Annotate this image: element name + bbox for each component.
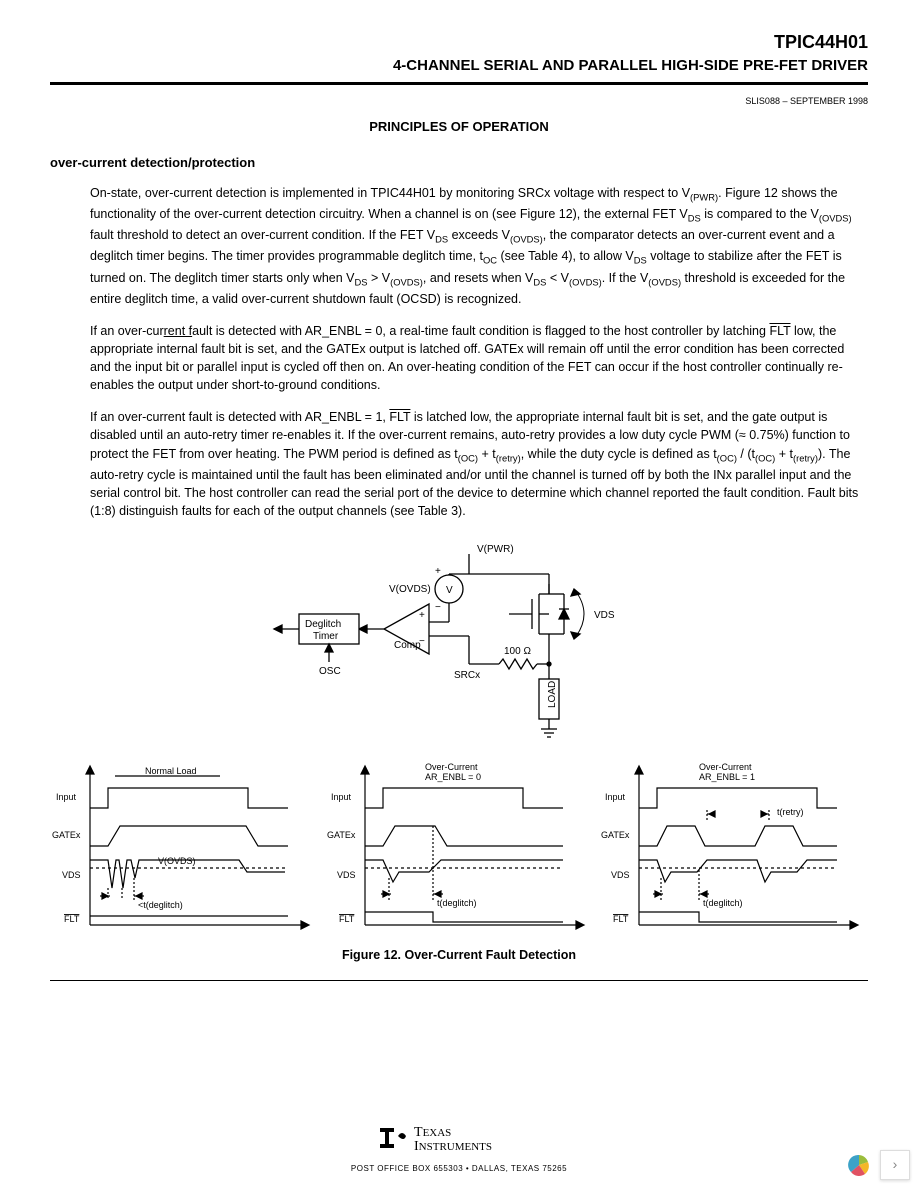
pager-logo-icon	[844, 1150, 874, 1180]
footer-address: POST OFFICE BOX 655303 • DALLAS, TEXAS 7…	[0, 1163, 918, 1174]
svg-text:+: +	[435, 566, 441, 577]
subsection-title: over-current detection/protection	[50, 154, 868, 172]
label-deglitch-2: Timer	[313, 631, 339, 642]
svg-text:−: −	[419, 636, 425, 647]
page-header: TPIC44H01 4-CHANNEL SERIAL AND PARALLEL …	[50, 30, 868, 76]
svg-text:TEXAS: TEXAS	[414, 1125, 451, 1140]
panel-title-2b: AR_ENBL = 0	[425, 772, 481, 782]
svg-text:Input: Input	[331, 792, 352, 802]
svg-text:VDS: VDS	[611, 870, 630, 880]
label-tdeg-short: <t(deglitch)	[138, 900, 183, 910]
timing-panel-normal: Normal Load Input GATEx VDS V(OVDS)	[50, 760, 319, 935]
label-gatex: GATEx	[52, 830, 81, 840]
label-vpwr: V(PWR)	[477, 544, 514, 555]
panel-title-3b: AR_ENBL = 1	[699, 772, 755, 782]
label-vds: VDS	[62, 870, 81, 880]
paragraph-2: If an over-current fault is detected wit…	[50, 322, 868, 395]
label-v: V	[446, 585, 453, 596]
timing-panel-ar1: Over-Current AR_ENBL = 1 Input GATEx t(r…	[599, 760, 868, 935]
panel-title-3a: Over-Current	[699, 762, 752, 772]
panel-title-2a: Over-Current	[425, 762, 478, 772]
svg-text:VDS: VDS	[337, 870, 356, 880]
chevron-right-icon: ›	[893, 1155, 898, 1175]
label-flt: FLT	[64, 914, 80, 924]
svg-text:−: −	[435, 602, 441, 613]
panel-title-1: Normal Load	[145, 766, 197, 776]
timing-panel-ar0: Over-Current AR_ENBL = 0 Input GATEx VDS…	[325, 760, 594, 935]
figure-caption: Figure 12. Over-Current Fault Detection	[50, 947, 868, 965]
svg-text:GATEx: GATEx	[327, 830, 356, 840]
svg-text:FLT: FLT	[339, 914, 355, 924]
label-vovds: V(OVDS)	[389, 584, 431, 595]
pager: ›	[844, 1150, 910, 1180]
page-footer: TEXAS INSTRUMENTS POST OFFICE BOX 655303…	[0, 1120, 918, 1174]
label-tdeg-2: t(deglitch)	[437, 898, 477, 908]
section-title: PRINCIPLES OF OPERATION	[50, 118, 868, 136]
footer-rule	[50, 980, 868, 981]
part-subtitle: 4-CHANNEL SERIAL AND PARALLEL HIGH-SIDE …	[50, 55, 868, 76]
ti-logo-icon: TEXAS INSTRUMENTS	[374, 1120, 544, 1156]
label-comp: Comp	[394, 640, 421, 651]
doc-id: SLIS088 – SEPTEMBER 1998	[50, 95, 868, 108]
paragraph-1: On-state, over-current detection is impl…	[50, 184, 868, 308]
label-srcx: SRCx	[454, 670, 480, 681]
paragraph-3: If an over-current fault is detected wit…	[50, 408, 868, 520]
label-vds: VDS	[594, 610, 615, 621]
label-deglitch-1: Deglitch	[305, 619, 341, 630]
label-tretry: t(retry)	[777, 807, 804, 817]
svg-text:+: +	[419, 610, 425, 621]
svg-text:FLT: FLT	[613, 914, 629, 924]
label-vovds-1: V(OVDS)	[158, 856, 196, 866]
label-osc: OSC	[319, 666, 341, 677]
label-input: Input	[56, 792, 77, 802]
label-resistor: 100 Ω	[504, 646, 531, 657]
timing-diagrams: Normal Load Input GATEx VDS V(OVDS)	[50, 760, 868, 935]
next-page-button[interactable]: ›	[880, 1150, 910, 1180]
header-rule	[50, 82, 868, 85]
svg-text:GATEx: GATEx	[601, 830, 630, 840]
svg-text:Input: Input	[605, 792, 626, 802]
circuit-diagram: V(PWR) V + − V(OVDS)	[50, 534, 868, 744]
part-number: TPIC44H01	[50, 30, 868, 55]
label-tdeg-3: t(deglitch)	[703, 898, 743, 908]
label-load: LOAD	[547, 681, 558, 708]
svg-text:INSTRUMENTS: INSTRUMENTS	[414, 1139, 492, 1154]
